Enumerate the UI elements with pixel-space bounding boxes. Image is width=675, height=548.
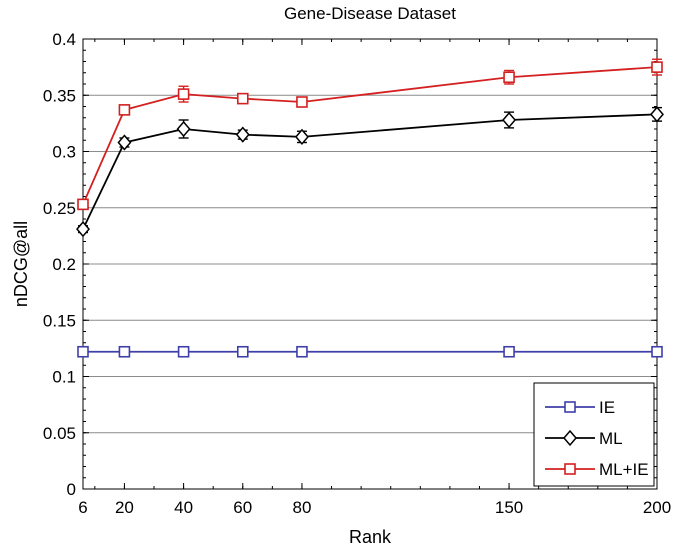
legend-label: IE — [599, 398, 615, 417]
series-ml — [76, 106, 664, 238]
x-tick-label: 60 — [233, 498, 252, 517]
series-ml-ie — [77, 58, 663, 211]
data-point — [296, 96, 308, 108]
data-point — [294, 128, 309, 146]
x-axis-label: Rank — [349, 527, 392, 547]
legend-item: ML+IE — [545, 460, 649, 479]
legend-marker — [563, 429, 577, 447]
series-line — [82, 113, 658, 230]
data-point — [77, 345, 89, 358]
x-tick-label: 6 — [78, 498, 87, 517]
y-tick-label: 0.05 — [43, 424, 76, 443]
legend-item: IE — [545, 398, 615, 417]
y-axis-label: nDCG@all — [11, 221, 31, 307]
data-point — [117, 134, 132, 151]
data-point — [651, 61, 663, 73]
data-point — [176, 120, 191, 138]
legend-marker — [564, 401, 576, 413]
data-point — [177, 345, 190, 358]
x-tick-label: 20 — [115, 498, 134, 517]
data-point — [177, 88, 190, 100]
y-tick-label: 0 — [67, 480, 76, 499]
data-point — [503, 71, 515, 84]
legend-label: ML+IE — [599, 460, 649, 479]
data-point — [76, 220, 90, 238]
data-point — [650, 106, 664, 123]
x-tick-label: 200 — [643, 498, 671, 517]
data-point — [118, 104, 131, 116]
legend-item: ML — [545, 429, 623, 448]
axis-ticks: 0 0.05 0.1 0.15 0.2 0.25 0.3 0.35 0.4 6 20 40 60 80 15… — [43, 30, 671, 517]
series-ie — [77, 345, 663, 358]
data-point — [235, 126, 250, 143]
series-layer — [76, 58, 664, 358]
data-point — [118, 345, 131, 358]
y-tick-label: 0.3 — [52, 143, 76, 162]
x-tick-label: 40 — [174, 498, 193, 517]
y-tick-label: 0.35 — [43, 86, 76, 105]
x-tick-label: 150 — [495, 498, 523, 517]
chart-legend: IE ML ML+IE — [533, 382, 655, 487]
data-point — [502, 111, 517, 129]
data-point — [503, 345, 515, 358]
data-point — [296, 345, 308, 358]
y-tick-label: 0.15 — [43, 311, 76, 330]
grid-lines — [83, 94, 657, 434]
series-line — [82, 66, 658, 205]
data-point — [236, 345, 249, 358]
y-tick-label: 0.4 — [52, 30, 76, 49]
chart-title: Gene-Disease Dataset — [284, 4, 456, 23]
data-point — [651, 345, 663, 358]
data-point — [236, 92, 249, 105]
data-point — [77, 198, 89, 211]
y-tick-label: 0.25 — [43, 199, 76, 218]
legend-label: ML — [599, 429, 623, 448]
y-tick-label: 0.1 — [52, 368, 76, 387]
y-tick-label: 0.2 — [52, 255, 76, 274]
legend-marker — [564, 463, 576, 475]
x-tick-label: 80 — [292, 498, 311, 517]
